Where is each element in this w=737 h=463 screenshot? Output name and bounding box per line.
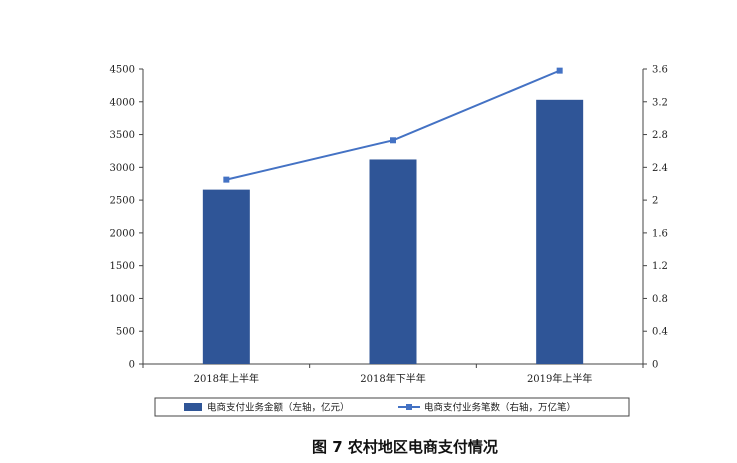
x-tick-label: 2018年下半年 xyxy=(360,372,425,385)
right-tick-label: 3.6 xyxy=(652,65,668,76)
bar xyxy=(202,189,250,364)
x-tick-label: 2019年上半年 xyxy=(527,372,592,385)
left-tick-label: 2500 xyxy=(110,196,135,207)
bar xyxy=(369,159,417,364)
left-tick-label: 4000 xyxy=(110,97,135,108)
left-tick-label: 1500 xyxy=(110,261,135,272)
right-tick-label: 0.4 xyxy=(652,327,668,338)
line-point-marker xyxy=(223,176,230,183)
left-tick-label: 2000 xyxy=(110,228,135,239)
left-tick-label: 1000 xyxy=(110,294,135,305)
right-tick-label: 1.6 xyxy=(652,228,668,239)
left-tick-label: 500 xyxy=(116,327,135,338)
x-tick-label: 2018年上半年 xyxy=(194,372,259,385)
legend-line-marker xyxy=(406,404,412,410)
bar xyxy=(536,99,584,365)
right-tick-label: 2 xyxy=(652,196,658,207)
right-tick-label: 2.4 xyxy=(652,163,668,174)
legend-label-line: 电商支付业务笔数（右轴，万亿笔） xyxy=(424,402,576,414)
left-tick-label: 0 xyxy=(129,360,135,371)
plot-area: 0 500 1000 1500 2000 2500 3000 3500 4000 4500 0 0.4… xyxy=(110,65,668,386)
line-point-marker xyxy=(390,137,396,144)
chart-caption: 图 7 农村地区电商支付情况 xyxy=(312,438,498,456)
legend: 电商支付业务金额（左轴，亿元） 电商支付业务笔数（右轴，万亿笔） xyxy=(154,397,630,417)
legend-box xyxy=(154,397,630,417)
right-tick-label: 0.8 xyxy=(652,294,668,305)
right-tick-label: 3.2 xyxy=(652,97,668,108)
left-tick-label: 4500 xyxy=(110,65,135,76)
left-tick-label: 3500 xyxy=(110,130,135,141)
left-tick-label: 3000 xyxy=(110,163,135,174)
line-point-marker xyxy=(556,67,563,74)
right-tick-label: 2.8 xyxy=(652,130,668,141)
legend-label-bar: 电商支付业务金额（左轴，亿元） xyxy=(207,402,350,414)
legend-bar-swatch xyxy=(184,403,202,411)
right-tick-label: 0 xyxy=(652,360,658,371)
right-tick-label: 1.2 xyxy=(652,261,668,272)
